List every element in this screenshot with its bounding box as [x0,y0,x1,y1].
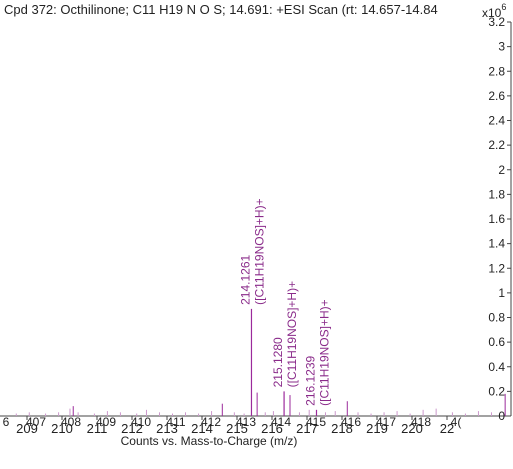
y-tick-label: 2.6 [488,89,505,103]
peak-formula-label: ([C11H19NOS]+H)+ [285,281,299,387]
y-tick-label: 1 [498,286,505,300]
y-axis-multiplier: x106 [482,2,507,20]
x-tick-label-upper: 412 [201,415,221,429]
y-tick-label: 2.2 [488,138,505,152]
peak-labels: 214.1261 ([C11H19NOS]+H)+215.1280 ([C11H19… [238,198,331,405]
x-axis-label: Counts vs. Mass-to-Charge (m/z) [120,434,298,448]
y-tick-label: 1.4 [488,237,505,251]
x-tick-label-upper: 414 [271,415,291,429]
x-tick-label-upper: 411 [166,415,185,429]
x-tick-label: 215 [226,421,248,436]
x-tick-label-upper: 418 [411,415,431,429]
x-tick-label-upper: 416 [341,415,361,429]
x-tick-label: 214 [191,421,213,436]
y-tick-label: 0.8 [488,311,505,325]
chart-title: Cpd 372: Octhilinone; C11 H19 N O S; 14.… [4,2,438,17]
x-tick-label: 209 [16,421,38,436]
y-tick-label: 1.6 [488,212,505,226]
y-tick-label: 3.2 [488,15,505,29]
peak-mz-label: 214.1261 [238,255,252,305]
labeled-peaks [250,308,318,416]
x-tick-label: 210 [51,421,73,436]
y-tick-label: 0.2 [488,384,505,398]
x-tick-label-upper: 4( [451,415,462,429]
peak-mz-label: 215.1280 [271,337,285,387]
noise-peaks [15,392,506,416]
x-tick-label: 22 [440,421,454,436]
x-tick-label-upper: 413 [236,415,256,429]
x-tick-label-upper: 415 [306,415,326,429]
y-tick-label: 2.4 [488,114,505,128]
y-tick-label: 0.6 [488,335,505,349]
multiplier-base: x10 [482,6,502,20]
x-tick-label-upper: 407 [26,415,46,429]
x-tick-label-upper: 6 [3,415,10,429]
x-tick-label: 218 [331,421,353,436]
x-tick-label: 217 [296,421,318,436]
x-tick-label: 213 [156,421,178,436]
x-axis-ticks: 209 210 211 212 213 214 215 216 217 218 219 220 22 6 4… [3,415,462,436]
x-tick-label: 211 [87,421,108,436]
y-tick-label: 1.2 [488,261,505,275]
x-tick-label: 219 [366,421,388,436]
x-tick-label-upper: 417 [376,415,396,429]
x-tick-label: 212 [121,421,143,436]
x-tick-label: 216 [261,421,283,436]
y-tick-label: 2.8 [488,64,505,78]
x-tick-label-upper: 410 [131,415,151,429]
y-tick-label: 0 [498,409,505,423]
multiplier-exponent: 6 [501,2,507,12]
x-tick-label-upper: 408 [61,415,81,429]
y-tick-label: 1.8 [488,187,505,201]
y-tick-label: 3 [498,40,505,54]
y-axis-ticks: 0 0.2 0.4 0.6 0.8 1 1.2 1.4 1.6 1.8 2 2.2 2.4 2.6 2.8 3… [488,15,511,423]
peak-mz-label: 216.1239 [303,355,317,405]
y-tick-label: 0.4 [488,360,505,374]
x-tick-label-upper: 409 [96,415,116,429]
x-tick-label: 220 [401,421,423,436]
peak-formula-label: ([C11H19NOS]+H)+ [317,299,331,405]
peak-formula-label: ([C11H19NOS]+H)+ [252,198,266,304]
y-tick-label: 2 [498,163,505,177]
